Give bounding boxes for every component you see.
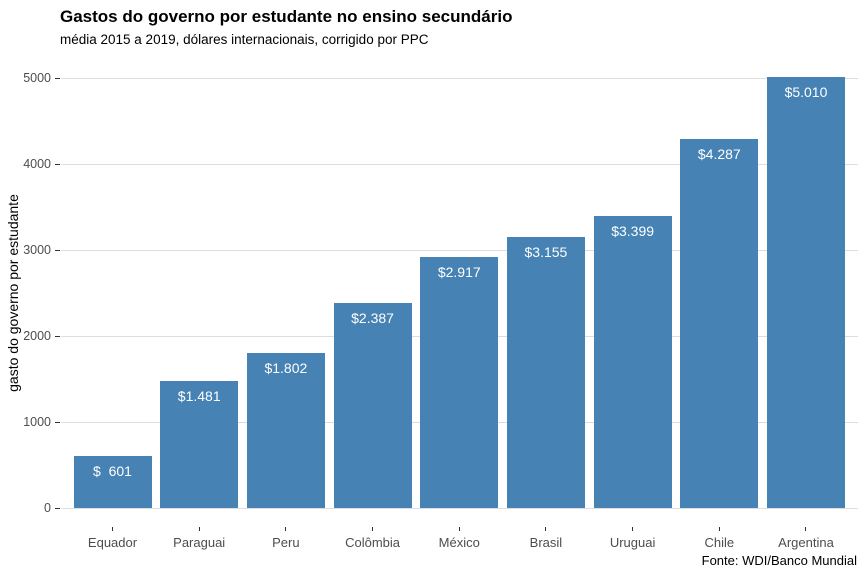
bar-value-label: $1.802 [264,360,308,377]
x-axis-tick-mark [112,527,113,531]
bar-value-label: $3.155 [524,243,568,260]
x-axis-tick-label: Uruguai [609,535,656,550]
x-axis-tick-label: Brasil [529,535,563,550]
bar: $4.287 [680,139,759,508]
x-axis-tick-mark [718,527,720,531]
x-axis-tick-label: Peru [272,535,300,550]
x-axis-tick-label: Paraguai [173,535,226,550]
y-gridline [60,508,858,509]
x-axis-tick-mark [285,527,287,531]
chart-title: Gastos do governo por estudante no ensin… [60,7,513,26]
y-axis-tick-label: 1000 [23,415,51,429]
y-axis-tick-label: 5000 [23,71,51,85]
bar-value-label: $3.399 [611,222,655,239]
y-axis-tick-mark [54,250,60,251]
x-axis-tick-label: México [438,535,480,550]
source-caption: Fonte: WDI/Banco Mundial [701,553,857,568]
bar: $3.155 [506,236,585,508]
y-axis-tick-label: 3000 [23,243,51,257]
y-axis-tick-mark [54,78,60,79]
bar: $3.399 [593,215,672,508]
chart-subtitle: média 2015 a 2019, dólares internacionai… [60,32,429,47]
x-axis-tick-mark [632,527,634,531]
bar-value-label: $4.287 [697,146,741,163]
bar-value-label: $1.481 [177,387,221,404]
y-gridline [60,164,858,165]
y-gridline [60,78,858,79]
x-axis-tick-mark [545,527,547,531]
x-axis-tick-label: Equador [87,535,138,550]
y-axis-tick-mark [54,164,60,165]
x-axis-tick-label: Colômbia [345,535,401,550]
bar-value-label: $5.010 [784,84,828,101]
bar: $1.802 [246,353,325,508]
x-axis-tick-mark [458,527,460,531]
y-axis-tick-label: 4000 [23,157,51,171]
bar-value-label: $2.917 [437,264,481,281]
x-axis-tick-mark [198,527,200,531]
y-axis-tick-mark [54,336,60,337]
y-axis-tick-mark [54,422,60,423]
bar: $ 601 [73,456,152,508]
bar: $2.387 [333,302,412,508]
bar-value-label: $ 601 [93,463,132,480]
x-axis-tick-mark [372,527,374,531]
y-axis-title: gasto do governo por estudante [5,194,21,392]
y-gridline [60,250,858,251]
bar: $5.010 [766,77,845,508]
bar-value-label: $2.387 [351,309,394,326]
x-axis-tick-mark [805,527,807,531]
x-axis-tick-label: Argentina [778,535,834,550]
y-axis-tick-label: 2000 [23,329,51,343]
y-axis-tick-label: 0 [44,501,51,515]
x-axis-tick-label: Chile [704,535,735,550]
bar: $2.917 [420,257,499,508]
y-axis-tick-mark [54,508,60,509]
bar: $1.481 [160,380,239,508]
